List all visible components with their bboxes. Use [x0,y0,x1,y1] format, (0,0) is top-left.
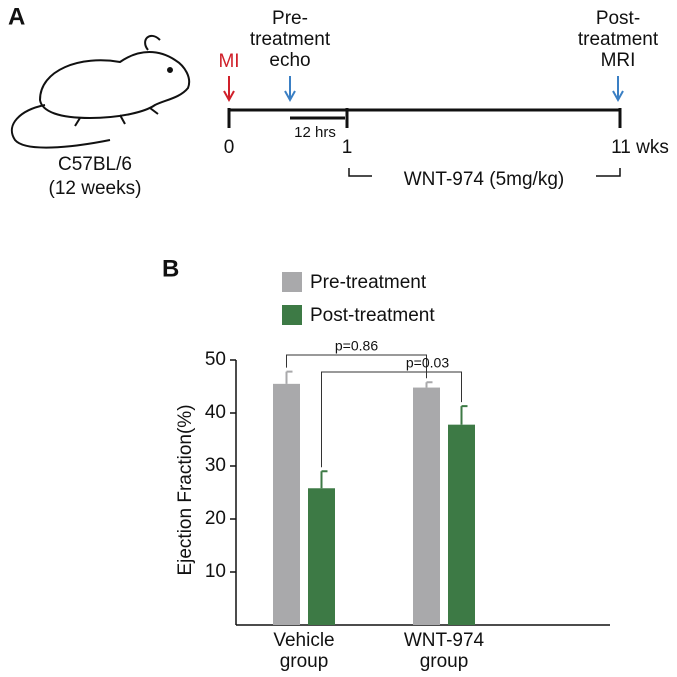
panel-label: A [8,3,25,30]
significance-bracket [286,354,427,379]
error-bar [285,370,293,384]
x-tick-label: WNT-974 group [403,630,485,672]
time-label: 1 [342,137,353,158]
significance-bracket [321,371,462,468]
time-label: 0 [224,137,235,158]
strain: C57BL/6 [58,154,132,175]
pre-label: Pre- treatment echo [249,8,331,71]
post-label: Post- treatment MRI [577,8,659,71]
p-value: p=0.86 [335,338,378,354]
mouse-illustration [10,34,191,149]
y-axis-label: Ejection Fraction(%) [175,404,196,575]
y-tick-label: 20 [205,508,226,529]
legend-label: Post-treatment [310,305,435,326]
x-tick-label: Vehicle group [273,630,335,672]
y-tick-label: 50 [205,349,226,370]
time-label: 11 wks [611,137,669,158]
legend-swatch [282,272,302,292]
legend-label: Pre-treatment [310,272,427,293]
bar [448,424,475,625]
bar [308,488,335,625]
y-tick-label: 10 [205,561,226,582]
error-bar [425,381,433,388]
interval-label: 12 hrs [294,124,336,141]
drug-label: WNT-974 (5mg/kg) [404,169,564,190]
legend-swatch [282,305,302,325]
panel-label: B [162,255,179,282]
bar [273,383,300,625]
age: (12 weeks) [49,178,142,199]
bar [413,387,440,625]
error-bar [460,405,468,425]
error-bar [320,470,328,489]
p-value: p=0.03 [406,355,449,371]
timeline [223,76,624,177]
y-tick-label: 30 [205,455,226,476]
y-tick-label: 40 [205,402,226,423]
mi-label: MI [218,51,239,72]
